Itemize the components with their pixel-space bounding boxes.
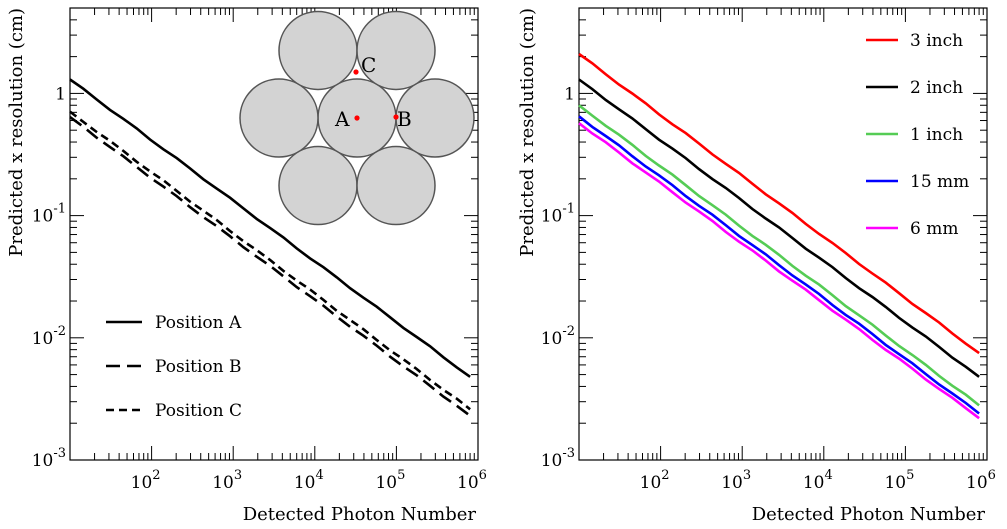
x-tick-label: 104: [803, 468, 833, 493]
y-axis-title-left: Predicted x resolution (cm): [6, 8, 27, 257]
series-line-1-inch: [578, 104, 980, 407]
y-tick-label: 10-1: [541, 202, 575, 227]
chart-left: 102 103 104 105 106 1 10-1 10-2 10-3 A B C Positio…: [6, 7, 487, 525]
x-tick-label: 106: [966, 468, 996, 493]
x-axis-title-left: Detected Photon Number: [243, 504, 477, 525]
series-line-2-inch: [578, 78, 980, 378]
pmt-circle: [356, 10, 436, 91]
y-tick-label: 10-1: [32, 202, 66, 227]
y-tick-label: 10-3: [32, 446, 66, 471]
x-tick-label: 102: [640, 468, 670, 493]
legend-label: 1 inch: [910, 125, 963, 145]
y-tick-label: 1: [55, 84, 66, 104]
x-tick-label: 104: [294, 468, 324, 493]
pmt-circle: [278, 145, 358, 226]
plot-frame-right: [578, 7, 988, 461]
x-tick-label: 105: [375, 468, 405, 493]
series-right: [578, 52, 980, 420]
axis-ticks-right: [578, 7, 987, 461]
inset-label-b: B: [397, 107, 412, 131]
chart-right: 102 103 104 105 106 1 10-1 10-2 10-3 3 inch 2 inc…: [517, 7, 996, 525]
legend-label: Position A: [155, 313, 242, 333]
legend-left: Position A Position B Position C: [106, 313, 242, 421]
series-line-15-mm: [578, 115, 980, 415]
legend-label: Position B: [155, 357, 242, 377]
legend-label: 15 mm: [910, 172, 969, 192]
y-axis-title-right: Predicted x resolution (cm): [517, 8, 538, 257]
y-tick-label: 10-3: [541, 446, 575, 471]
pmt-array-inset: A B C: [239, 10, 475, 226]
y-tick-label: 10-2: [541, 324, 575, 349]
legend-label: 6 mm: [910, 219, 958, 239]
x-tick-label: 103: [212, 468, 242, 493]
inset-marker-c: [353, 69, 359, 75]
series-line-3-inch: [578, 52, 980, 355]
legend-label: 2 inch: [910, 78, 963, 98]
y-tick-label: 1: [564, 84, 575, 104]
plot-frame-left: [69, 7, 479, 461]
inset-marker-a: [354, 115, 360, 121]
inset-marker-b: [393, 114, 399, 120]
pmt-circle: [278, 10, 358, 91]
series-left: [69, 78, 471, 417]
legend-label: Position C: [155, 401, 242, 421]
x-tick-label: 103: [721, 468, 751, 493]
series-line-6-mm: [578, 122, 980, 420]
pmt-circle: [239, 78, 319, 158]
series-line-position-c: [69, 110, 471, 411]
tick-labels-right: 102 103 104 105 106 1 10-1 10-2 10-3: [541, 84, 996, 493]
tick-labels-left: 102 103 104 105 106 1 10-1 10-2 10-3: [32, 84, 487, 493]
y-tick-label: 10-2: [32, 324, 66, 349]
inset-label-c: C: [361, 53, 376, 77]
legend-right: 3 inch 2 inch 1 inch 15 mm 6 mm: [866, 31, 969, 239]
x-tick-label: 106: [457, 468, 487, 493]
x-tick-label: 105: [884, 468, 914, 493]
legend-label: 3 inch: [910, 31, 963, 51]
series-line-position-a: [69, 78, 471, 378]
x-tick-label: 102: [131, 468, 161, 493]
pmt-circle: [356, 145, 436, 226]
x-axis-title-right: Detected Photon Number: [752, 504, 986, 525]
inset-label-a: A: [334, 107, 350, 131]
